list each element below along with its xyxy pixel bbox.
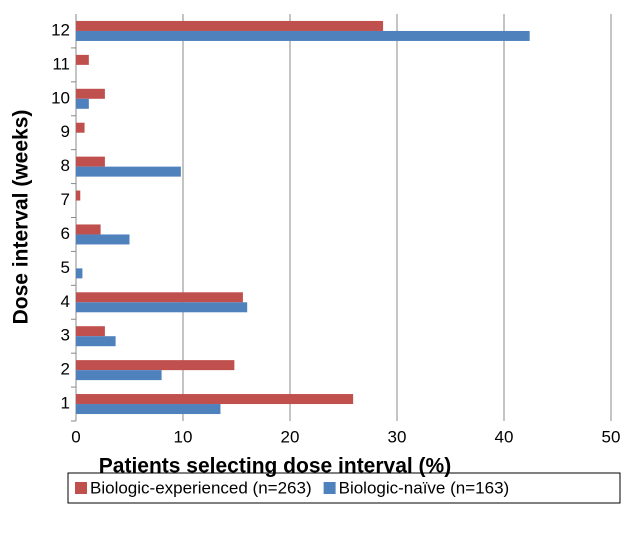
bar <box>76 98 89 109</box>
bar <box>76 54 89 65</box>
bar <box>76 122 85 133</box>
x-tick-label: 40 <box>495 427 514 446</box>
y-tick-label: 1 <box>61 394 70 413</box>
bar <box>76 394 354 405</box>
y-tick-label: 2 <box>61 360 70 379</box>
y-tick-label: 12 <box>51 20 70 39</box>
bar <box>76 404 221 415</box>
y-tick-label: 3 <box>61 326 70 345</box>
x-tick-label: 30 <box>388 427 407 446</box>
y-tick-label: 5 <box>61 258 70 277</box>
y-tick-label: 9 <box>61 122 70 141</box>
y-tick-label: 8 <box>61 156 70 175</box>
y-axis-title: Dose interval (weeks) <box>10 110 33 325</box>
x-tick-label: 0 <box>71 427 80 446</box>
y-tick-label: 7 <box>61 190 70 209</box>
y-tick-label: 4 <box>61 292 70 311</box>
x-tick-label: 20 <box>281 427 300 446</box>
bar <box>76 166 181 177</box>
bar <box>76 224 101 235</box>
legend-box <box>67 472 621 504</box>
bar <box>76 88 105 99</box>
x-axis-title: Patients selecting dose interval (%) <box>99 455 451 478</box>
x-tick-label: 50 <box>602 427 621 446</box>
bar <box>76 302 248 313</box>
bar <box>76 336 116 347</box>
bar <box>76 190 81 201</box>
legend-swatch <box>323 482 336 494</box>
bar <box>76 292 243 303</box>
bar <box>76 326 105 337</box>
bar <box>76 20 384 31</box>
legend-swatch <box>75 482 87 494</box>
bar <box>76 360 235 371</box>
y-tick-label: 11 <box>52 54 70 73</box>
bar <box>76 370 162 381</box>
x-tick-label: 10 <box>174 427 193 446</box>
bar <box>76 156 105 167</box>
legend-label: Biologic-naïve (n=163) <box>339 478 510 497</box>
bar <box>76 234 130 245</box>
legend-label: Biologic-experienced (n=263) <box>90 478 312 497</box>
y-tick-label: 6 <box>61 224 70 243</box>
bar <box>76 30 530 41</box>
bar <box>76 268 83 279</box>
y-tick-label: 10 <box>51 88 70 107</box>
